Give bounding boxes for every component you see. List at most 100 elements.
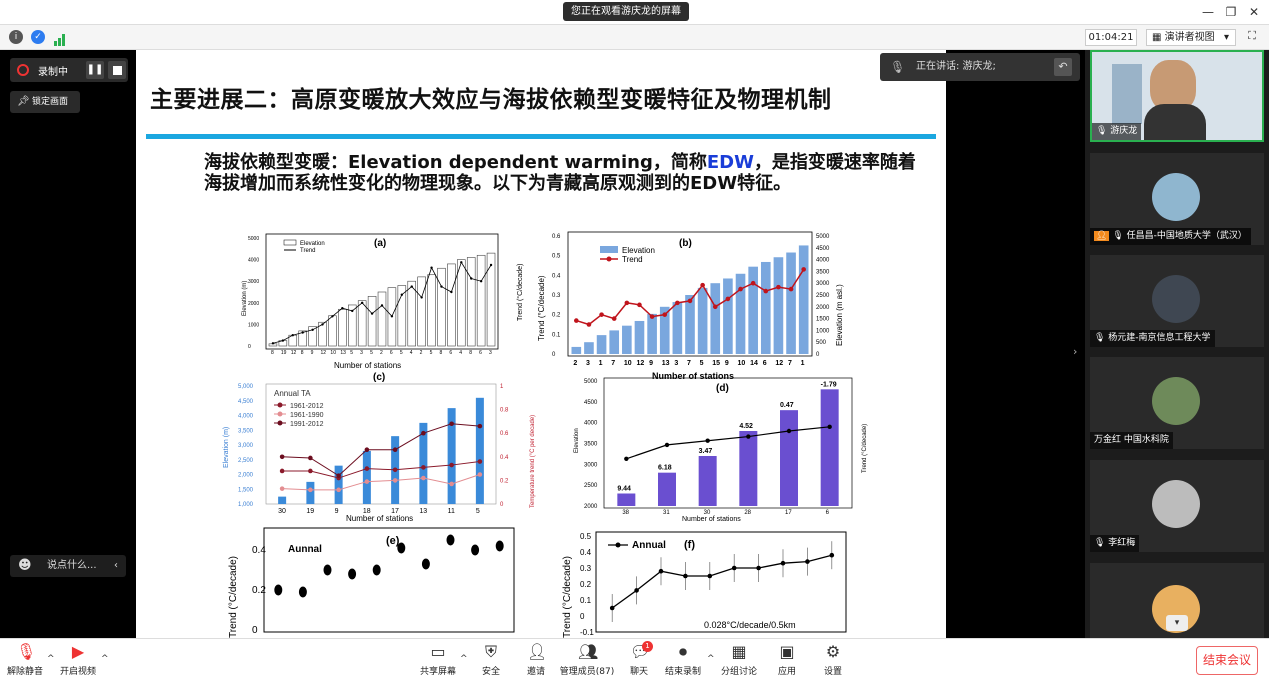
start-video-button[interactable]: ▶︎ 开启视频 <box>59 642 96 678</box>
bar <box>334 465 343 504</box>
info-bar: i ✓ 01:04:21 ▦ 演讲者视图 ▾ ⛶ <box>0 25 1269 50</box>
chevron-up-icon[interactable]: ^ <box>460 654 468 664</box>
chevron-up-icon[interactable]: ^ <box>707 654 715 664</box>
tick-label: 4 <box>459 350 462 356</box>
chevron-up-icon[interactable]: ^ <box>47 654 55 664</box>
microphone-icon: 🎙︎ <box>890 60 906 74</box>
tick-label: 10 <box>330 350 336 356</box>
y-tick: 0.2 <box>500 478 509 484</box>
emoji-icon[interactable]: ☻ <box>18 558 32 573</box>
tick-label: 38 <box>622 510 629 516</box>
settings-button[interactable]: ⚙︎ 设置 <box>823 642 842 678</box>
panel-b-marks: 2 3 1 7 10 12 9 13 3 7 5 15 9 10 14 6 12 7 100.10.20.30.40… <box>552 234 830 367</box>
fullscreen-icon[interactable]: ⛶ <box>1248 29 1256 42</box>
end-meeting-button[interactable]: 结束会议 <box>1196 646 1258 675</box>
lock-screen-button[interactable]: 📌︎ 锁定画面 <box>10 91 80 113</box>
view-mode-dropdown[interactable]: ▦ 演讲者视图 ▾ <box>1146 29 1236 46</box>
y-tick: 5,000 <box>238 384 254 390</box>
participant-name: 万金红 中国水科院 <box>1090 432 1173 449</box>
participant-tile[interactable]: 🎙︎ 杨元建-南京信息工程大学 <box>1090 255 1264 347</box>
data-point <box>829 552 835 558</box>
tick-label: 1 <box>801 360 805 367</box>
stop-record-button[interactable] <box>108 61 126 79</box>
close-icon[interactable]: ✕ <box>1248 5 1260 19</box>
bar <box>367 296 377 347</box>
series-point <box>364 447 370 453</box>
collapse-sidebar-icon[interactable]: › <box>1073 345 1078 358</box>
panel-c-legend1: 1961-2012 <box>290 403 324 410</box>
restore-icon[interactable]: ❐ <box>1225 5 1237 19</box>
panel-c-frame <box>265 383 497 505</box>
tick-label: 8 <box>301 350 304 356</box>
y-tick: 3,000 <box>238 443 254 449</box>
panel-c-ylabel: Elevation (m) <box>223 427 230 468</box>
trend-point <box>321 323 324 326</box>
manage-members-button[interactable]: 👥︎ 管理成员(87) <box>559 642 615 678</box>
series-point <box>421 465 426 470</box>
tick-label: 7 <box>788 360 792 367</box>
minimize-icon[interactable]: — <box>1202 5 1214 19</box>
participant-tile[interactable]: ▾ <box>1090 563 1264 638</box>
y-tick: 0.6 <box>500 431 509 437</box>
chevron-up-icon[interactable]: ^ <box>101 654 109 664</box>
view-mode-label: 演讲者视图 <box>1164 32 1215 43</box>
trend-point <box>746 434 751 439</box>
data-point <box>609 605 615 611</box>
bar <box>773 257 784 354</box>
tick-label: 8 <box>469 350 472 356</box>
bar <box>466 257 476 347</box>
shield-icon[interactable]: ✓ <box>31 30 45 44</box>
bar <box>318 321 327 347</box>
apps-button[interactable]: ▣ 应用 <box>777 642 796 678</box>
info-icon[interactable]: i <box>9 30 23 44</box>
series-point <box>336 473 341 478</box>
scroll-down-icon[interactable]: ▾ <box>1166 615 1188 631</box>
trend-point <box>664 442 670 448</box>
undo-icon[interactable]: ↶ <box>1054 58 1072 76</box>
series-line <box>282 474 481 491</box>
speaking-label: 正在讲话: 游庆龙; <box>916 61 996 72</box>
share-screen-button[interactable]: ▭ 共享屏幕 <box>419 642 456 678</box>
tick-label: 3 <box>586 360 590 367</box>
unmute-button[interactable]: 🎙︎ 解除静音 <box>6 642 43 678</box>
panel-a-xlabel: Number of stations <box>334 361 401 370</box>
panel-d-marks: 9.44 38 6.18 31 3.47 30 4.52 28 0.47 17 -1.79 6 2000… <box>584 379 839 516</box>
y-tick: 0.5 <box>552 254 561 260</box>
chat-button[interactable]: 💬︎ 聊天 1 <box>614 641 664 677</box>
series-point <box>449 481 454 487</box>
panel-e-tag: (e) <box>386 535 400 547</box>
participant-tile-speaker[interactable]: 🎙︎ 游庆龙 <box>1090 50 1264 142</box>
invite-button[interactable]: 👤︎ 邀请 <box>526 642 548 678</box>
participant-tile[interactable]: 🎙︎ 李红梅 <box>1090 460 1264 552</box>
y-tick: 2,000 <box>238 473 254 479</box>
panel-d-yrlabel: Trend (°C/decade) <box>862 424 868 473</box>
data-point <box>274 584 283 596</box>
participant-tile[interactable]: 万金红 中国水科院 <box>1090 357 1264 449</box>
signal-icon[interactable] <box>53 31 67 46</box>
data-point <box>683 573 688 579</box>
data-point <box>731 565 737 571</box>
record-dot-icon <box>17 64 29 76</box>
chat-input[interactable]: ☻ 说点什么... ‹ <box>10 555 126 577</box>
tick-label: 3 <box>360 350 363 356</box>
bar <box>739 431 758 506</box>
tick-label: 19 <box>281 350 287 356</box>
record-label: 录制中 <box>38 67 68 78</box>
y-tick: 1,000 <box>238 502 254 508</box>
y-tick: 2000 <box>816 305 830 311</box>
bar <box>622 325 632 354</box>
y-tick: 1 <box>500 384 504 390</box>
breakout-button[interactable]: ▦ 分组讨论 <box>720 642 757 678</box>
end-recording-button[interactable]: ⏺︎ 结束录制 <box>664 642 701 678</box>
chevron-left-icon[interactable]: ‹ <box>114 560 118 571</box>
panel-e-title: Aunnal <box>288 544 322 555</box>
panel-b-yrlabel: Elevation (m asl.) <box>835 284 844 346</box>
trend-point <box>687 298 693 304</box>
pause-record-button[interactable]: ❚❚ <box>86 61 104 79</box>
panel-a-tag: (a) <box>374 238 386 249</box>
participant-name: 🎙︎ 杨元建-南京信息工程大学 <box>1090 330 1215 347</box>
y-tick: 1000 <box>816 328 830 334</box>
panel-b-legend-bar <box>600 246 618 253</box>
security-button[interactable]: ⛨ 安全 <box>481 642 500 678</box>
participant-tile[interactable]: 👤︎ 🎙︎ 任昌昌-中国地质大学（武汉） <box>1090 153 1264 245</box>
